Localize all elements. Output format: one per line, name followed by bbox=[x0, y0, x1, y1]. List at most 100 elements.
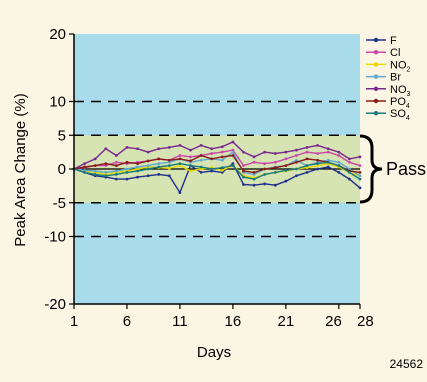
legend-item-SO4: SO4 bbox=[366, 108, 410, 122]
data-point bbox=[210, 169, 214, 173]
data-point bbox=[358, 170, 362, 174]
data-point bbox=[348, 160, 351, 164]
data-point bbox=[210, 152, 214, 155]
legend-swatch-marker bbox=[373, 62, 379, 67]
data-point bbox=[252, 170, 256, 174]
data-point bbox=[136, 169, 139, 173]
data-point bbox=[136, 175, 139, 179]
data-point bbox=[252, 177, 256, 181]
data-point bbox=[295, 148, 298, 152]
data-point bbox=[348, 167, 351, 171]
data-point bbox=[93, 164, 97, 168]
data-point bbox=[337, 154, 341, 157]
legend-label: SO4 bbox=[390, 108, 410, 122]
data-point bbox=[326, 160, 330, 164]
y-tick-label: 10 bbox=[49, 94, 66, 111]
legend-swatch-marker bbox=[373, 50, 379, 55]
data-point bbox=[178, 164, 182, 168]
data-point bbox=[242, 150, 245, 154]
data-point bbox=[295, 174, 298, 178]
y-tick-label: -5 bbox=[53, 195, 66, 212]
data-point bbox=[220, 166, 224, 170]
y-tick-labels: 20 10 5 0 -5 -10 -20 bbox=[44, 26, 74, 313]
data-point bbox=[284, 168, 288, 172]
data-point bbox=[273, 170, 277, 174]
series-group bbox=[72, 140, 362, 195]
series-PO4 bbox=[72, 154, 362, 174]
x-tick-label: 11 bbox=[172, 313, 188, 330]
data-point bbox=[231, 154, 235, 157]
series-line bbox=[73, 161, 361, 180]
legend-swatch-marker bbox=[373, 74, 379, 79]
x-tick-label: 28 bbox=[357, 313, 374, 330]
legend-swatch-marker bbox=[373, 98, 379, 104]
legend-item-Br: Br bbox=[366, 72, 401, 84]
data-point bbox=[316, 162, 320, 166]
data-point bbox=[242, 164, 245, 168]
legend-label: Cl bbox=[390, 47, 400, 59]
data-point bbox=[348, 177, 351, 181]
legend-label: NO2 bbox=[390, 59, 411, 73]
x-axis-label: Days bbox=[197, 344, 231, 361]
data-point bbox=[83, 162, 86, 166]
data-point bbox=[146, 159, 150, 163]
data-point bbox=[93, 157, 97, 161]
y-tick-label: 5 bbox=[58, 127, 66, 144]
data-point bbox=[263, 150, 267, 154]
legend-label: F bbox=[390, 35, 397, 47]
data-point bbox=[93, 169, 97, 173]
data-point bbox=[167, 174, 171, 178]
x-tick-labels: 1 6 11 16 21 26 28 bbox=[70, 304, 374, 330]
data-point bbox=[326, 150, 330, 154]
data-point bbox=[220, 155, 224, 159]
legend-label: PO4 bbox=[390, 96, 410, 110]
data-point bbox=[326, 147, 330, 151]
data-point bbox=[104, 162, 108, 166]
x-tick-label: 1 bbox=[70, 313, 78, 330]
data-point bbox=[167, 164, 171, 168]
data-point bbox=[231, 148, 235, 152]
legend-item-PO4: PO4 bbox=[366, 96, 410, 110]
data-point bbox=[305, 166, 309, 170]
data-point bbox=[273, 166, 277, 170]
data-point bbox=[326, 165, 330, 169]
data-point bbox=[199, 170, 203, 174]
data-point bbox=[305, 164, 309, 168]
data-point bbox=[157, 173, 161, 176]
data-point bbox=[273, 160, 277, 164]
data-point bbox=[295, 167, 298, 171]
data-point bbox=[242, 169, 245, 173]
data-point bbox=[263, 182, 267, 186]
pass-brace bbox=[359, 134, 383, 204]
data-point bbox=[104, 164, 108, 168]
data-point bbox=[136, 147, 139, 151]
data-point bbox=[358, 177, 362, 181]
data-point bbox=[284, 157, 288, 161]
data-point bbox=[295, 158, 298, 162]
data-point bbox=[114, 177, 118, 181]
x-tick-label: 26 bbox=[325, 313, 342, 330]
legend-swatch-marker bbox=[373, 37, 379, 43]
legend-item-NO2: NO2 bbox=[366, 59, 411, 73]
series-line bbox=[73, 154, 361, 174]
data-point bbox=[220, 158, 224, 162]
data-point bbox=[146, 167, 150, 171]
data-point bbox=[114, 164, 118, 168]
data-point bbox=[326, 158, 330, 162]
data-point bbox=[189, 148, 192, 152]
data-point bbox=[210, 147, 214, 151]
data-point bbox=[114, 154, 118, 157]
data-point bbox=[136, 167, 139, 171]
data-point bbox=[252, 155, 256, 159]
legend-item-Cl: Cl bbox=[366, 47, 400, 59]
data-point bbox=[305, 157, 309, 161]
data-point bbox=[348, 170, 351, 174]
data-point bbox=[125, 177, 129, 181]
data-point bbox=[178, 191, 182, 195]
data-point bbox=[337, 150, 341, 154]
series-SO4 bbox=[72, 160, 362, 181]
data-point bbox=[157, 165, 161, 169]
data-point bbox=[358, 164, 362, 168]
